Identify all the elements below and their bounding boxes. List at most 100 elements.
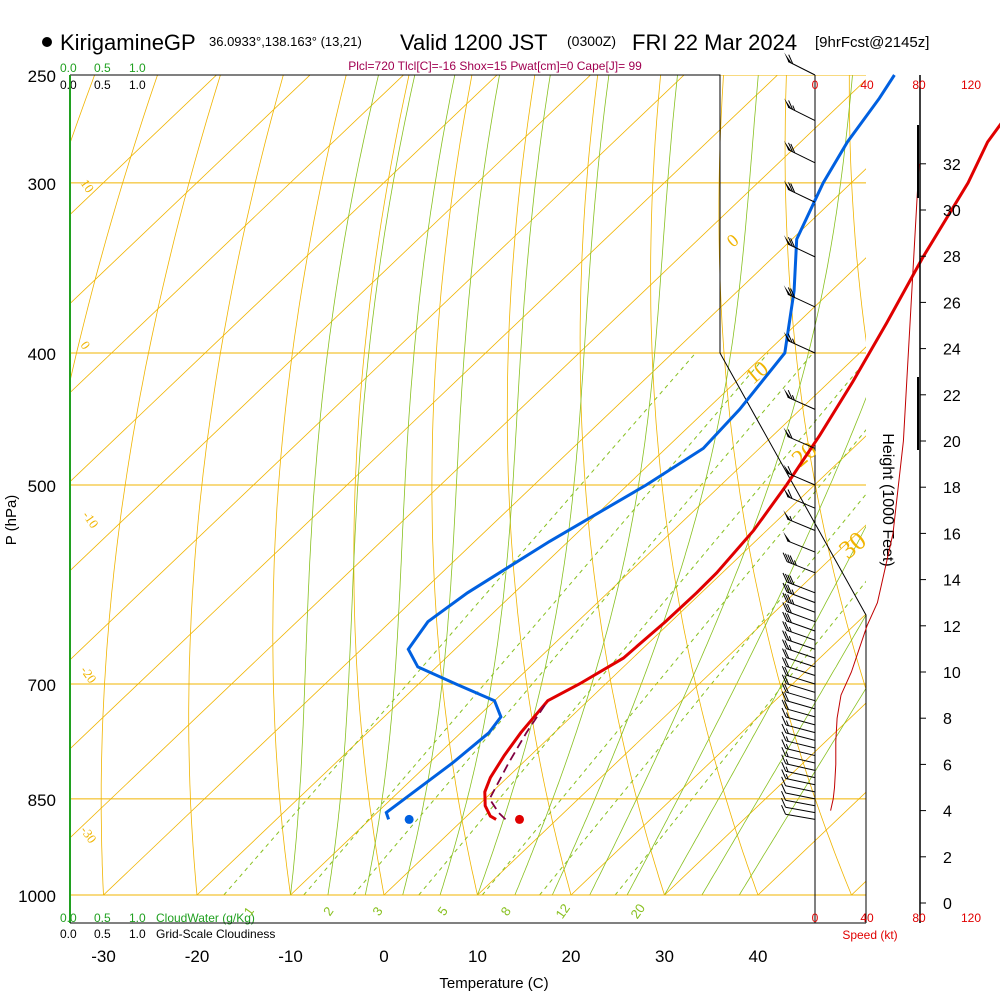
isotherm-line — [852, 51, 1000, 895]
height-tick-label: 8 — [943, 711, 952, 728]
wind-barb-feather — [783, 640, 787, 649]
dry-adiabat-line — [432, 51, 478, 895]
height-tick-label: 10 — [943, 665, 961, 682]
wind-barb-staff — [786, 725, 815, 733]
wind-barb-staff — [786, 771, 815, 777]
moist-adiabat-line — [552, 51, 760, 895]
speed-scale-top: 0 40 80 120 — [812, 78, 982, 92]
cloudwater-tick: 0.0 — [60, 61, 77, 75]
height-tick-label: 18 — [943, 480, 961, 497]
moist-adiabat-line — [739, 51, 1000, 895]
dry-adiabat-line — [912, 51, 1000, 895]
temperature-tick-label: 30 — [655, 947, 674, 966]
forecast-info: [9hrFcst@2145z] — [815, 34, 929, 51]
cloudiness-tick: 0.0 — [60, 927, 77, 941]
wind-barb-feather — [783, 602, 787, 611]
cloudiness-scale-bottom: 0.0 0.5 1.0 — [60, 927, 146, 941]
wind-barb — [784, 141, 815, 163]
cloudiness-tick: 0.0 — [60, 78, 77, 92]
height-tick-label: 26 — [943, 295, 961, 312]
pressure-tick-label: 700 — [28, 676, 56, 695]
moist-adiabat-line — [702, 51, 1000, 895]
speed-tick-label: 40 — [860, 911, 874, 925]
height-tick-label: 32 — [943, 157, 961, 174]
station-name: KirigamineGP — [60, 30, 196, 55]
pressure-tick-label: 500 — [28, 477, 56, 496]
wind-barb-staff — [786, 800, 816, 806]
dry-adiabat-label: 10 — [78, 176, 98, 195]
wind-barb-staff — [786, 779, 815, 785]
height-tick-label: 12 — [943, 619, 961, 636]
pressure-axis-label: P (hPa) — [3, 495, 20, 546]
valid-date: FRI 22 Mar 2024 — [632, 30, 797, 55]
speed-tick-label: 80 — [912, 78, 926, 92]
height-tick-label: 28 — [943, 249, 961, 266]
height-tick-label: 22 — [943, 388, 961, 405]
wind-barb-feather — [782, 724, 786, 733]
isotherm-line — [104, 51, 990, 895]
height-tick-label: 20 — [943, 434, 961, 451]
dry-adiabat-line — [974, 51, 1000, 895]
dewpoint-profile-line — [386, 75, 894, 819]
cloudwater-scale-top: 0.0 0.5 1.0 — [60, 61, 146, 75]
speed-axis-label: Speed (kt) — [842, 928, 897, 942]
mixing-ratio-labels: 1 2 3 5 8 12 20 — [241, 901, 649, 921]
temperature-tick-label: -30 — [91, 947, 116, 966]
temperature-profile-line — [485, 75, 1000, 819]
dry-adiabat-line — [101, 51, 228, 895]
station-coords: 36.0933°,138.163° (13,21) — [209, 34, 362, 49]
wind-barb-staff — [786, 733, 815, 741]
wind-barb — [783, 510, 815, 530]
dry-adiabat-line — [849, 51, 1000, 895]
mixing-ratio-tick-label: 3 — [369, 904, 385, 919]
wind-barb-staff — [786, 786, 815, 792]
height-tick-label: 0 — [943, 896, 952, 913]
temperature-tick-label: 20 — [562, 947, 581, 966]
wind-barb-staff — [786, 701, 815, 709]
cloudiness-tick: 0.5 — [94, 927, 111, 941]
wind-barb-feather — [785, 640, 789, 649]
height-tick-label: 16 — [943, 526, 961, 543]
height-tick-label: 30 — [943, 203, 961, 220]
cloudiness-tick: 1.0 — [129, 927, 146, 941]
mixing-ratio-line — [304, 353, 768, 895]
wind-barb-feather — [785, 692, 789, 701]
wind-barb — [784, 98, 815, 120]
wind-barb-feather — [782, 683, 786, 692]
height-tick-label: 2 — [943, 850, 952, 867]
height-tick-label: 14 — [943, 573, 961, 590]
wind-barb — [784, 388, 815, 409]
wind-barb-pennant — [783, 532, 791, 543]
wind-barb — [784, 235, 815, 257]
dry-adiabat-label: -10 — [80, 508, 102, 531]
temperature-tick-label: 40 — [749, 947, 768, 966]
pressure-tick-label: 400 — [28, 345, 56, 364]
cloudiness-tick: 1.0 — [129, 78, 146, 92]
wind-barb-feather — [783, 612, 787, 621]
isotherm-line — [0, 51, 709, 895]
wind-barb-staff — [786, 764, 815, 771]
dry-adiabat-label: -30 — [78, 823, 100, 846]
dry-adiabat-line — [189, 51, 290, 895]
height-tick-label: 24 — [943, 342, 961, 359]
wind-barb-feather — [782, 666, 786, 675]
skewt-chart: KirigamineGP 36.0933°,138.163° (13,21) V… — [0, 0, 1000, 1000]
mixing-ratio-line — [482, 353, 929, 895]
mixing-ratio-tick-label: 12 — [552, 901, 573, 921]
isotherm-line — [384, 51, 1000, 895]
temperature-axis-label: Temperature (C) — [439, 975, 548, 992]
wind-barb — [783, 553, 815, 573]
temperature-axis-ticks: -30 -20 -10 0 10 20 30 40 — [91, 947, 767, 966]
wind-barb-feather — [783, 631, 787, 640]
valid-utc: (0300Z) — [567, 33, 616, 49]
thermo-background — [0, 51, 1000, 895]
height-axis-label: Height (1000 Feet) — [879, 433, 896, 566]
wind-barb-pennant — [783, 510, 791, 520]
cloudiness-label: Grid-Scale Cloudiness — [156, 927, 275, 941]
speed-tick-label: 0 — [812, 78, 819, 92]
height-tick-label: 6 — [943, 757, 952, 774]
wind-barb-feather — [782, 716, 786, 725]
wind-barb-staff — [786, 666, 815, 675]
wind-barb-feather — [782, 732, 786, 741]
speed-tick-label: 120 — [961, 78, 981, 92]
